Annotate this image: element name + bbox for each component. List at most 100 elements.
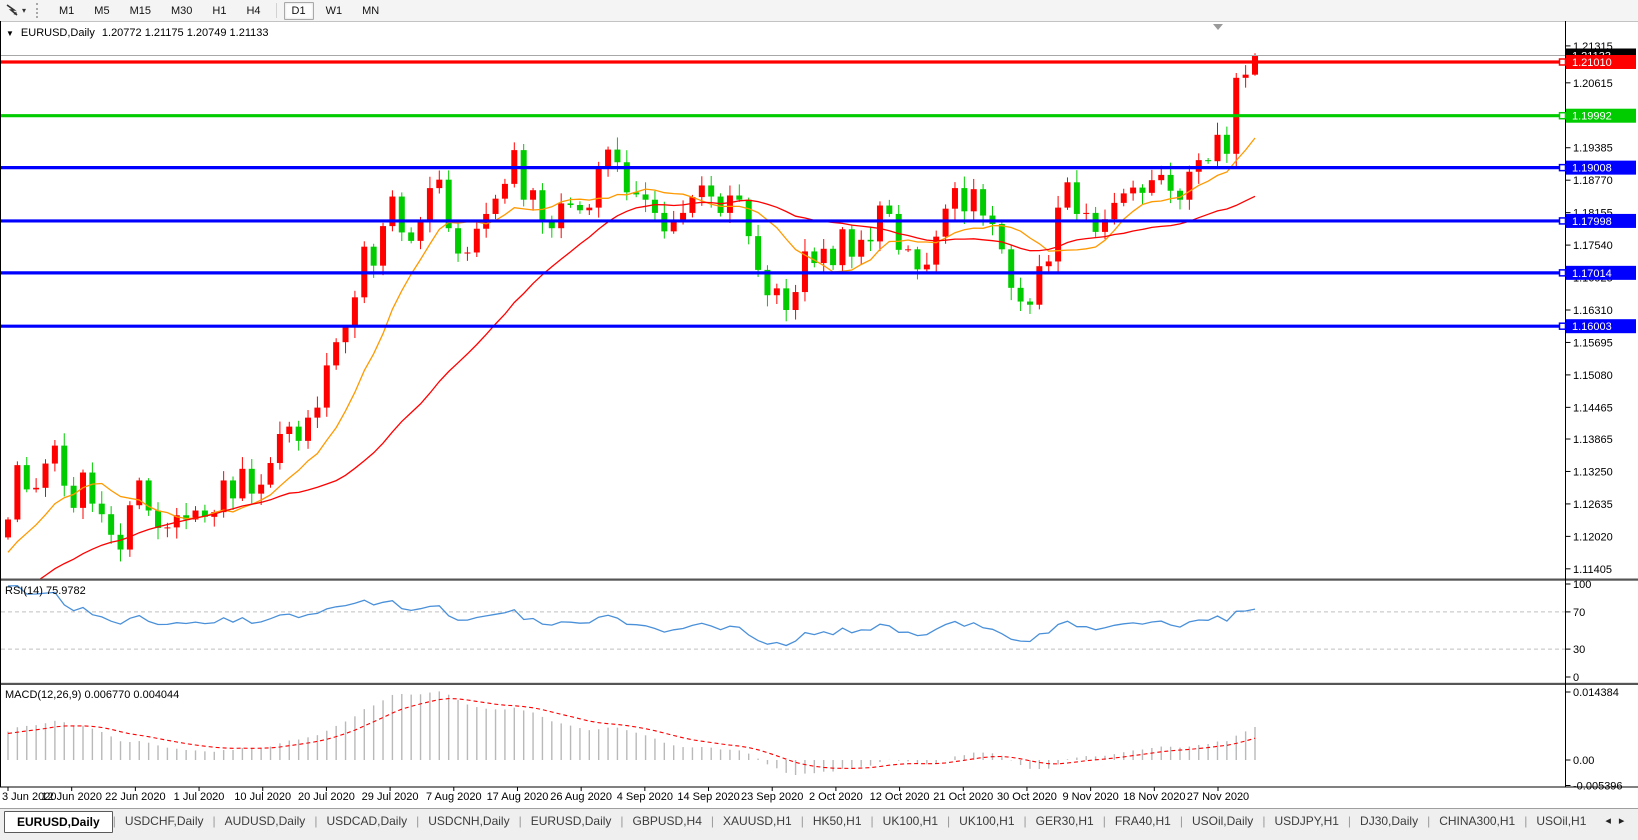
- tab-separator: |: [1023, 814, 1027, 828]
- price-tick-label: 1.11405: [1573, 564, 1612, 576]
- timeframe-button-d1[interactable]: D1: [283, 1, 314, 20]
- chart-tab-usdchf-daily[interactable]: USDCHF,Daily: [124, 814, 204, 828]
- date-tick-label: 21 Oct 2020: [933, 791, 993, 803]
- chart-tab-xauusd-h1[interactable]: XAUUSD,H1: [723, 814, 792, 828]
- symbol-label: EURUSD,Daily: [20, 27, 95, 39]
- tab-separator: |: [314, 814, 318, 828]
- price-tick-label: 1.20615: [1573, 78, 1613, 90]
- price-chart[interactable]: 1.213151.206151.193851.187701.181551.175…: [0, 21, 1638, 808]
- crosshair-tool-button[interactable]: ▾: [2, 2, 30, 19]
- macd-axis-label: 0.00: [1573, 755, 1594, 767]
- timeframe-button-m5[interactable]: M5: [94, 4, 110, 17]
- date-tick-label: 14 Sep 2020: [677, 791, 739, 803]
- macd-label: MACD(12,26,9) 0.006770 0.004044: [5, 689, 180, 701]
- tab-separator: |: [1179, 814, 1183, 828]
- timeframe-buttons: M1 M5 M15 M30 H1 H4 D1 W1 MN: [49, 1, 389, 20]
- chart-tab-eurusd-daily[interactable]: EURUSD,Daily: [4, 811, 113, 833]
- tab-separator: |: [800, 814, 804, 828]
- chart-tab-uk100-h1[interactable]: UK100,H1: [882, 814, 939, 828]
- date-tick-label: 23 Sep 2020: [741, 791, 803, 803]
- timeframe-button-m1[interactable]: M1: [59, 4, 75, 17]
- price-tick-label: 1.16310: [1573, 305, 1613, 317]
- chart-tab-usoil-h1[interactable]: USOil,H1: [1536, 814, 1587, 828]
- moving-average-ma-mid: [39, 195, 1256, 579]
- level-line-handle[interactable]: [1558, 322, 1567, 330]
- chart-tab-usdjpy-h1[interactable]: USDJPY,H1: [1274, 814, 1339, 828]
- tab-separator: |: [870, 814, 874, 828]
- chart-tab-usdcnh-daily[interactable]: USDCNH,Daily: [428, 814, 510, 828]
- chart-tab-uk100-h1[interactable]: UK100,H1: [959, 814, 1015, 828]
- tab-separator: |: [1347, 814, 1352, 828]
- ohlc-values: 1.20772 1.21175 1.20749 1.21133: [101, 27, 269, 39]
- macd-histogram: [7, 691, 1256, 776]
- chart-tab-eurusd-daily[interactable]: EURUSD,Daily: [530, 814, 612, 828]
- tab-separator: |: [947, 814, 951, 828]
- price-level-badge: [1566, 213, 1636, 228]
- chart-tab-hk50-h1[interactable]: HK50,H1: [812, 814, 862, 828]
- tab-separator: |: [1262, 814, 1266, 828]
- timeframe-button-mn[interactable]: MN: [362, 4, 380, 17]
- tab-scroll-left-icon[interactable]: ◂: [1605, 815, 1611, 827]
- panel-splitter[interactable]: [0, 578, 1638, 581]
- price-tick-label: 1.17540: [1573, 240, 1613, 252]
- date-tick-label: 2 Oct 2020: [809, 791, 863, 803]
- rsi-axis-label: 70: [1573, 607, 1585, 619]
- chart-tab-gbpusd-h4[interactable]: GBPUSD,H4: [632, 814, 702, 828]
- tab-scroll-right-icon[interactable]: ▸: [1618, 815, 1625, 827]
- price-tick-label: 1.19385: [1573, 143, 1613, 155]
- price-level-badge-label: 1.17014: [1572, 268, 1612, 280]
- chart-tab-usoil-daily[interactable]: USOil,Daily: [1191, 814, 1254, 828]
- price-tick-label: 1.13250: [1573, 466, 1613, 478]
- price-level-badge: [1566, 265, 1636, 280]
- chart-tab-dj30-daily[interactable]: DJ30,Daily: [1360, 814, 1419, 828]
- chart-tab-ger30-h1[interactable]: GER30,H1: [1035, 814, 1094, 828]
- date-tick-label: 9 Nov 2020: [1062, 791, 1118, 803]
- date-tick-label: 7 Aug 2020: [426, 791, 482, 803]
- tab-separator: |: [212, 814, 216, 828]
- date-tick-label: 30 Oct 2020: [997, 791, 1057, 803]
- level-line-handle[interactable]: [1558, 58, 1567, 66]
- chart-tab-audusd-daily[interactable]: AUDUSD,Daily: [224, 814, 306, 828]
- level-line-handle[interactable]: [1558, 217, 1567, 225]
- level-line-handle[interactable]: [1558, 269, 1567, 277]
- tab-separator: |: [112, 814, 116, 828]
- chart-symbol-header: ▼ EURUSD,Daily 1.20772 1.21175 1.20749 1…: [6, 27, 268, 39]
- timeframe-button-m15[interactable]: M15: [129, 4, 151, 17]
- tab-separator: |: [620, 814, 624, 828]
- date-tick-label: 17 Aug 2020: [487, 791, 549, 803]
- macd-axis-label: -0.005396: [1573, 781, 1623, 793]
- price-level-badge-label: 1.17998: [1572, 216, 1612, 228]
- price-tick-label: 1.13865: [1573, 434, 1613, 446]
- date-tick-label: 22 Jun 2020: [105, 791, 166, 803]
- rsi-axis-label: 0: [1573, 672, 1579, 684]
- timeframe-button-h1[interactable]: H1: [212, 4, 227, 17]
- chart-tab-china300-h1[interactable]: CHINA300,H1: [1439, 814, 1516, 828]
- date-tick-label: 27 Nov 2020: [1187, 791, 1249, 803]
- timeframe-button-m30[interactable]: M30: [170, 4, 193, 17]
- rsi-axis-label: 100: [1573, 579, 1591, 591]
- panel-splitter[interactable]: [0, 682, 1638, 685]
- level-line-handle[interactable]: [1558, 111, 1567, 120]
- level-line-handle[interactable]: [1558, 163, 1567, 172]
- tab-scroll-arrows: ◂ ▸: [1601, 811, 1628, 827]
- price-level-badge-label: 1.19008: [1572, 163, 1612, 175]
- rsi-axis-label: 30: [1573, 644, 1585, 656]
- timeframe-button-w1[interactable]: W1: [325, 4, 343, 17]
- chart-shift-marker-icon: [1213, 24, 1223, 30]
- dropdown-caret-icon: ▾: [22, 6, 27, 15]
- timeframe-button-h4[interactable]: H4: [246, 4, 261, 17]
- toolbar-grip-handle[interactable]: [36, 3, 43, 18]
- price-tick-label: 1.14465: [1573, 402, 1613, 414]
- tab-separator: |: [518, 814, 522, 828]
- crosshair-tool-icon: [6, 4, 19, 17]
- price-level-badge-label: 1.16003: [1572, 321, 1612, 333]
- timeframe-toolbar: ▾ M1 M5 M15 M30 H1 H4 D1 W1 MN: [0, 0, 1638, 22]
- date-tick-label: 12 Oct 2020: [870, 791, 930, 803]
- chart-tab-fra40-h1[interactable]: FRA40,H1: [1114, 814, 1171, 828]
- chart-tab-usdcad-daily[interactable]: USDCAD,Daily: [326, 814, 408, 828]
- date-tick-label: 12 Jun 2020: [41, 791, 102, 803]
- candlestick-series: [5, 53, 1258, 562]
- collapse-caret-icon[interactable]: ▼: [6, 28, 14, 38]
- price-tick-label: 1.15080: [1573, 370, 1613, 382]
- price-tick-label: 1.12020: [1573, 531, 1613, 543]
